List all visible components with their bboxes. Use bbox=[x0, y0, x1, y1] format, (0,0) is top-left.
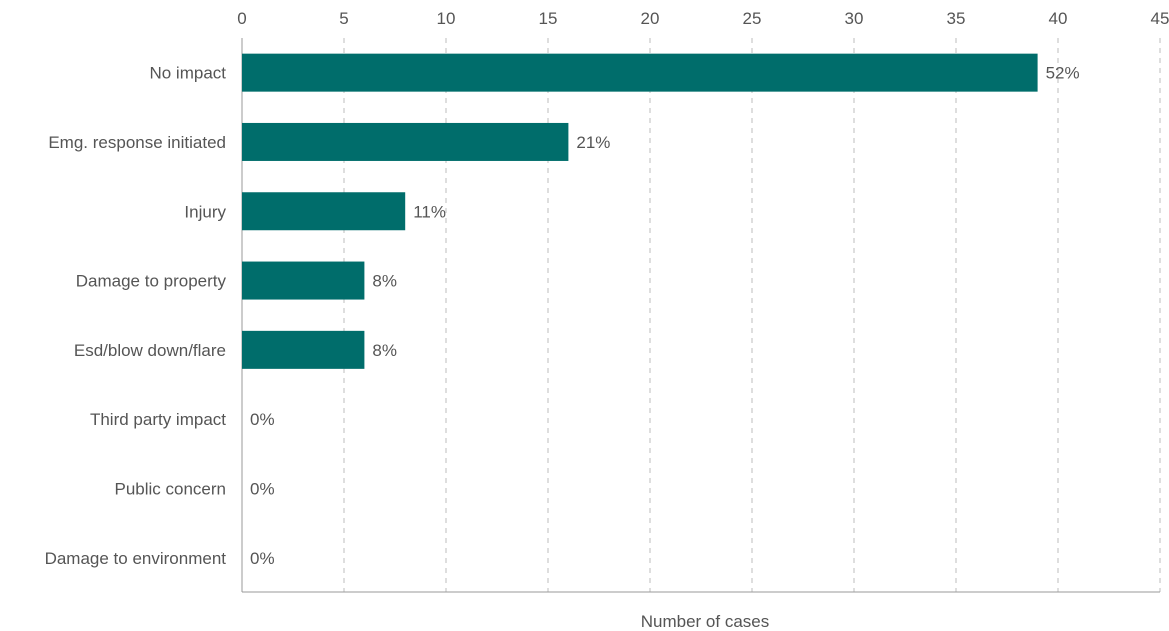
data-label: 21% bbox=[576, 133, 610, 152]
x-tick-label: 40 bbox=[1049, 9, 1068, 28]
data-label: 0% bbox=[250, 410, 275, 429]
category-labels: No impact Emg. response initiated Injury Da… bbox=[45, 64, 227, 568]
bar bbox=[242, 122, 569, 161]
x-tick-label: 20 bbox=[641, 9, 660, 28]
data-label: 8% bbox=[372, 341, 397, 360]
x-tick-label: 35 bbox=[947, 9, 966, 28]
data-label: 52% bbox=[1046, 64, 1080, 83]
data-label: 0% bbox=[250, 549, 275, 568]
data-labels: 52% 21% 11% 8% 8% 0% 0% 0% bbox=[250, 64, 1080, 568]
category-label: Injury bbox=[184, 202, 226, 221]
x-tick-label: 30 bbox=[845, 9, 864, 28]
data-label: 8% bbox=[372, 272, 397, 291]
category-label: Damage to environment bbox=[45, 549, 227, 568]
gridlines bbox=[343, 38, 1161, 592]
category-label: No impact bbox=[149, 64, 226, 83]
data-label: 11% bbox=[413, 202, 446, 221]
x-tick-label: 45 bbox=[1151, 9, 1169, 28]
bar bbox=[242, 330, 365, 369]
category-label: Damage to property bbox=[76, 272, 227, 291]
x-tick-label: 15 bbox=[539, 9, 558, 28]
bar bbox=[242, 192, 406, 231]
x-tick-label: 10 bbox=[437, 9, 456, 28]
category-label: Public concern bbox=[114, 479, 226, 498]
x-tick-label: 25 bbox=[743, 9, 762, 28]
category-label: Emg. response initiated bbox=[48, 133, 226, 152]
bars bbox=[242, 53, 1038, 369]
x-axis-title: Number of cases bbox=[641, 612, 770, 631]
x-tick-label: 0 bbox=[237, 9, 246, 28]
x-tick-label: 5 bbox=[339, 9, 348, 28]
category-label: Third party impact bbox=[90, 410, 226, 429]
bar bbox=[242, 53, 1038, 92]
bar bbox=[242, 261, 365, 300]
data-label: 0% bbox=[250, 479, 275, 498]
x-axis-ticks: 0 5 10 15 20 25 30 35 40 45 bbox=[237, 9, 1169, 28]
category-label: Esd/blow down/flare bbox=[74, 341, 226, 360]
